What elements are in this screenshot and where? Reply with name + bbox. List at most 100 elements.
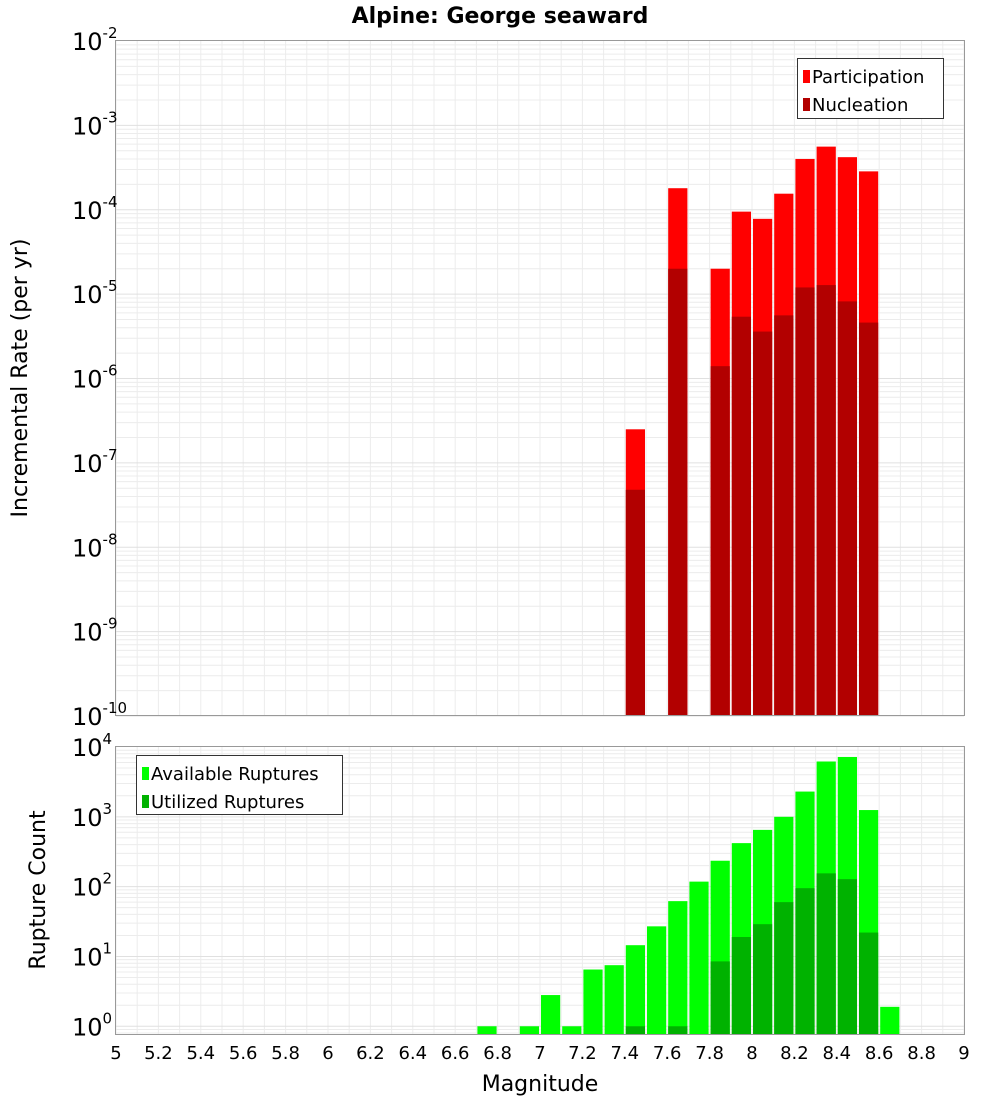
y-tick-label: 102: [72, 870, 112, 902]
bar-nucleation: [837, 301, 857, 716]
bar-available-ruptures: [583, 969, 603, 1035]
x-tick-label: 7.8: [695, 1043, 724, 1064]
y-tick-exponent: -2: [103, 24, 118, 42]
bar-nucleation: [731, 316, 751, 716]
bar-nucleation: [795, 287, 815, 716]
legend-swatch: [142, 767, 149, 780]
y-tick-label: 104: [72, 730, 112, 762]
x-tick-label: 7.2: [568, 1043, 597, 1064]
y-tick-exponent: -9: [103, 615, 118, 633]
bar-utilized-ruptures: [731, 936, 751, 1035]
y-tick-base: 10: [72, 804, 103, 832]
y-tick-exponent: 2: [103, 870, 113, 888]
y-tick-exponent: -5: [103, 277, 118, 295]
y-tick-base: 10: [72, 366, 103, 394]
x-tick-label: 8.8: [907, 1043, 936, 1064]
bar-utilized-ruptures: [837, 879, 857, 1035]
top-plot-grid: [115, 41, 965, 717]
top-y-axis-label: Incremental Rate (per yr): [8, 239, 33, 518]
bar-utilized-ruptures: [859, 932, 879, 1035]
x-tick-label: 7: [534, 1043, 545, 1064]
x-tick-label: 8.6: [865, 1043, 894, 1064]
x-tick-label: 6.6: [441, 1043, 470, 1064]
x-tick-label: 5.6: [229, 1043, 258, 1064]
bottom-plot-bars: [477, 756, 900, 1035]
y-tick-base: 10: [72, 703, 103, 731]
x-tick-label: 8: [746, 1043, 757, 1064]
legend-label: Nucleation: [812, 95, 908, 116]
x-tick-label: 6: [322, 1043, 333, 1064]
y-tick-label: 10-6: [72, 362, 118, 394]
bar-utilized-ruptures: [668, 1026, 688, 1035]
y-tick-base: 10: [72, 112, 103, 140]
x-tick-label: 5.2: [144, 1043, 173, 1064]
bar-nucleation: [625, 489, 645, 716]
legend-label: Utilized Ruptures: [151, 792, 304, 813]
legend-swatch: [803, 70, 810, 83]
bar-utilized-ruptures: [625, 1026, 645, 1035]
legend-swatch: [142, 795, 149, 808]
y-tick-base: 10: [72, 450, 103, 478]
top-legend: Participation Nucleation: [797, 58, 944, 119]
y-tick-exponent: 3: [103, 800, 113, 818]
y-tick-exponent: -7: [103, 446, 118, 464]
top-y-tick-labels: 10-210-310-410-510-610-710-810-910-10: [72, 24, 127, 731]
bar-nucleation: [859, 322, 879, 716]
y-tick-exponent: -3: [103, 108, 118, 126]
y-tick-label: 100: [72, 1009, 112, 1041]
y-tick-label: 103: [72, 800, 112, 832]
bar-available-ruptures: [604, 965, 624, 1035]
x-tick-labels: 5 5.2 5.4 5.6 5.8 6 6.2 6.4 6.6 6.8 7 7.2 7.4 7.6 7.8 8…: [110, 1043, 969, 1064]
y-tick-base: 10: [72, 943, 103, 971]
y-tick-exponent: -6: [103, 362, 118, 380]
bar-available-ruptures: [562, 1026, 582, 1035]
y-tick-base: 10: [72, 534, 103, 562]
legend-box: [797, 58, 944, 119]
y-tick-label: 10-8: [72, 530, 118, 562]
y-tick-exponent: 4: [103, 730, 113, 748]
legend-box: [136, 755, 343, 815]
y-tick-label: 10-2: [72, 24, 118, 56]
bar-available-ruptures: [541, 995, 561, 1035]
x-tick-label: 8.4: [822, 1043, 851, 1064]
y-tick-label: 10-5: [72, 277, 118, 309]
top-plot-frame: [115, 40, 965, 716]
bar-available-ruptures: [625, 945, 645, 1035]
y-tick-exponent: -4: [103, 193, 118, 211]
bar-nucleation: [816, 285, 836, 716]
x-tick-label: 9: [958, 1043, 969, 1064]
y-tick-label: 10-4: [72, 193, 118, 225]
bar-utilized-ruptures: [774, 902, 794, 1035]
bottom-legend: Available Ruptures Utilized Ruptures: [136, 755, 343, 815]
legend-label: Available Ruptures: [151, 764, 319, 785]
bar-available-ruptures: [689, 881, 709, 1035]
bar-nucleation: [753, 331, 773, 716]
y-tick-exponent: 0: [103, 1009, 113, 1027]
bar-utilized-ruptures: [753, 924, 773, 1035]
top-plot-bars: [625, 146, 879, 717]
bar-available-ruptures: [519, 1026, 539, 1035]
y-tick-label: 10-10: [72, 699, 127, 731]
bottom-y-axis-label: Rupture Count: [26, 810, 51, 970]
bar-nucleation: [774, 315, 794, 716]
x-tick-label: 8.2: [780, 1043, 809, 1064]
bar-available-ruptures: [880, 1006, 900, 1035]
y-tick-base: 10: [72, 874, 103, 902]
y-tick-label: 10-7: [72, 446, 118, 478]
y-tick-exponent: -8: [103, 530, 118, 548]
chart-title: Alpine: George seaward: [352, 4, 649, 29]
y-tick-label: 10-3: [72, 108, 118, 140]
x-tick-label: 7.4: [610, 1043, 639, 1064]
x-tick-label: 6.8: [483, 1043, 512, 1064]
y-tick-base: 10: [72, 197, 103, 225]
bar-nucleation: [668, 268, 688, 716]
y-tick-base: 10: [72, 281, 103, 309]
y-tick-base: 10: [72, 1013, 103, 1041]
y-tick-exponent: 1: [103, 939, 113, 957]
y-tick-label: 101: [72, 939, 112, 971]
y-tick-label: 10-9: [72, 615, 118, 647]
x-tick-label: 5.8: [271, 1043, 300, 1064]
bar-available-ruptures: [647, 926, 667, 1035]
x-tick-label: 5: [110, 1043, 121, 1064]
